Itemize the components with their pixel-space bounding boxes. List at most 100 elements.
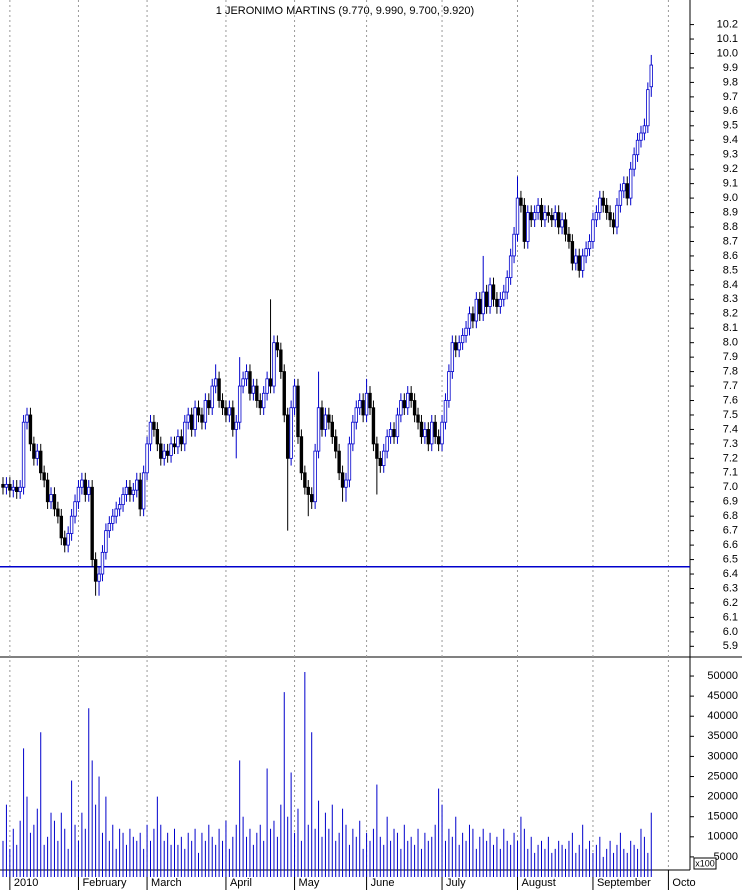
candle-body	[234, 421, 238, 430]
candle-body	[28, 414, 33, 445]
candle-body	[186, 414, 190, 423]
candle-body	[90, 486, 94, 560]
x-tick-label: March	[151, 877, 182, 889]
candle-body	[464, 327, 468, 336]
candle-body	[231, 407, 235, 430]
candle-body	[423, 429, 427, 438]
candle-body	[66, 533, 70, 546]
volume-tick-label: 40000	[707, 710, 738, 722]
candle-body	[426, 429, 431, 445]
candle-body	[63, 537, 67, 546]
candle-body	[628, 168, 633, 199]
candle-body	[604, 204, 609, 213]
candle-body	[237, 385, 242, 423]
candle-body	[433, 421, 437, 438]
candle-body	[385, 436, 389, 452]
candle-body	[152, 421, 156, 430]
y-tick-label: 10.0	[717, 47, 738, 59]
candle-body	[268, 378, 273, 387]
x-tick-label: February	[82, 877, 127, 889]
y-tick-label: 10.2	[717, 18, 738, 30]
candle-body	[536, 204, 540, 213]
candle-body	[543, 212, 547, 221]
candle-body	[402, 400, 407, 409]
candle-body	[488, 284, 492, 307]
candle-body	[436, 436, 441, 445]
volume-tick-label: 35000	[707, 730, 738, 742]
y-tick-label: 8.6	[723, 250, 738, 262]
candle-body	[39, 450, 43, 474]
y-tick-label: 8.8	[723, 221, 738, 233]
candle-body	[471, 313, 475, 322]
candle-body	[107, 523, 112, 532]
candle-body	[45, 479, 50, 503]
candle-body	[138, 479, 142, 510]
candle-body	[598, 197, 602, 213]
volume-unit: x100	[695, 858, 715, 868]
candle-body	[556, 212, 561, 228]
y-tick-label: 6.2	[723, 597, 738, 609]
candle-body	[337, 450, 341, 474]
candle-body	[289, 407, 293, 459]
candle-body	[179, 436, 184, 445]
candle-body	[416, 414, 420, 423]
candle-body	[128, 486, 132, 495]
y-tick-label: 6.5	[723, 553, 738, 565]
candle-body	[587, 241, 592, 250]
candle-body	[35, 450, 39, 459]
candle-body	[320, 407, 324, 430]
candle-body	[73, 501, 77, 517]
volume-tick-label: 20000	[707, 791, 738, 803]
candle-body	[32, 443, 36, 459]
candle-body	[334, 436, 338, 452]
candle-body	[207, 400, 211, 409]
candle-body	[11, 486, 15, 491]
y-tick-label: 9.9	[723, 62, 738, 74]
candle-body	[646, 89, 650, 127]
y-tick-label: 9.1	[723, 178, 738, 190]
x-tick-label: July	[446, 877, 466, 889]
candle-body	[145, 443, 149, 474]
candle-body	[25, 414, 29, 423]
candle-body	[467, 313, 472, 329]
candle-body	[505, 277, 509, 293]
candle-body	[323, 414, 328, 430]
y-tick-label: 7.0	[723, 481, 738, 493]
candle-body	[261, 392, 266, 409]
candle-body	[539, 204, 544, 221]
y-tick-label: 6.7	[723, 525, 738, 537]
candle-body	[148, 421, 153, 445]
candle-body	[203, 400, 208, 423]
candle-body	[608, 212, 612, 221]
y-tick-label: 9.0	[723, 192, 738, 204]
candle-body	[454, 342, 458, 351]
candle-body	[419, 421, 424, 438]
candle-body	[80, 479, 84, 488]
candle-body	[351, 421, 355, 445]
candle-body	[176, 436, 180, 448]
volume-tick-label: 25000	[707, 770, 738, 782]
candle-body	[56, 508, 60, 517]
candle-body	[625, 183, 629, 199]
candle-body	[546, 212, 551, 216]
y-tick-label: 6.9	[723, 496, 738, 508]
y-tick-label: 8.3	[723, 293, 738, 305]
y-tick-label: 7.5	[723, 409, 738, 421]
x-tick-label: May	[299, 877, 320, 889]
candle-body	[642, 125, 647, 134]
candle-body	[584, 248, 588, 257]
y-tick-label: 7.1	[723, 467, 738, 479]
volume-tick-label: 30000	[707, 750, 738, 762]
candle-body	[577, 255, 581, 271]
candle-body	[618, 190, 623, 206]
candle-body	[241, 378, 245, 387]
candle-body	[649, 64, 653, 88]
candle-body	[141, 472, 146, 510]
y-tick-label: 8.9	[723, 206, 738, 218]
candle-body	[375, 443, 379, 459]
candle-body	[491, 284, 496, 300]
candle-body	[563, 219, 568, 235]
chart-title: 1 JERONIMO MARTINS (9.770, 9.990, 9.700,…	[216, 5, 474, 17]
y-tick-label: 8.0	[723, 337, 738, 349]
candle-body	[296, 385, 300, 438]
